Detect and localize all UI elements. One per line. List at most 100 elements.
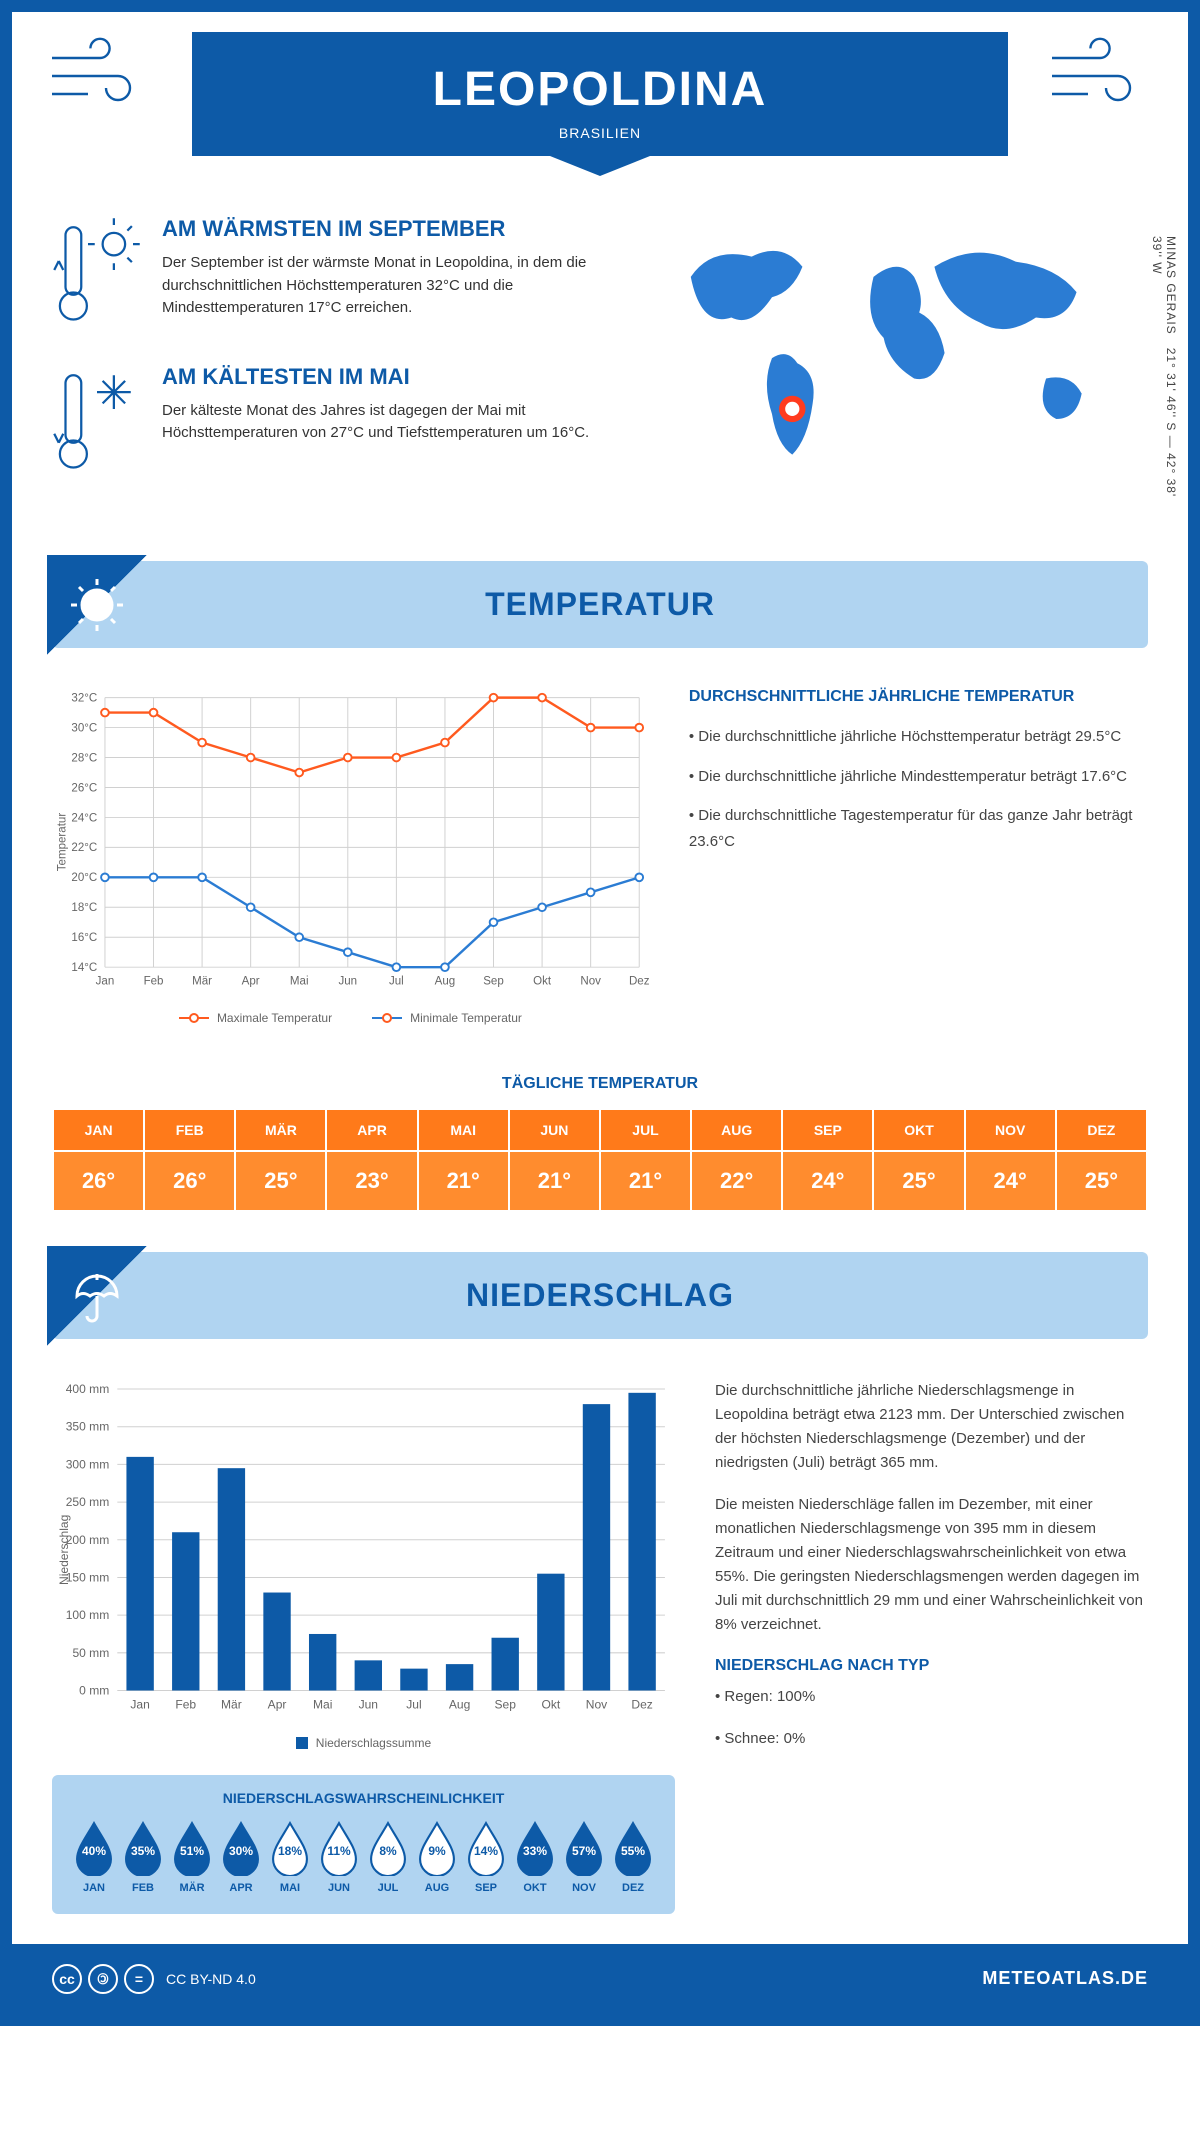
daily-temp-cell: 26° [144, 1151, 235, 1211]
daily-month-header: JAN [53, 1109, 144, 1151]
probability-drop: 57%NOV [562, 1821, 606, 1894]
daily-temp-cell: 21° [600, 1151, 691, 1211]
svg-text:Jun: Jun [338, 976, 357, 988]
svg-text:Jul: Jul [389, 976, 404, 988]
section-temperature: TEMPERATUR [52, 561, 1148, 648]
daily-month-header: MAI [418, 1109, 509, 1151]
temperature-line-chart: 14°C16°C18°C20°C22°C24°C26°C28°C30°C32°C… [52, 688, 649, 996]
thermometer-snow-icon [52, 364, 142, 482]
svg-text:Apr: Apr [268, 1698, 287, 1712]
svg-text:Mär: Mär [192, 976, 212, 988]
svg-text:200 mm: 200 mm [66, 1533, 110, 1547]
brand-name: METEOATLAS.DE [982, 1968, 1148, 1989]
probability-drop: 30%APR [219, 1821, 263, 1894]
precipitation-bar-chart: 0 mm50 mm100 mm150 mm200 mm250 mm300 mm3… [52, 1379, 675, 1721]
svg-text:24°C: 24°C [71, 812, 97, 824]
svg-text:50 mm: 50 mm [72, 1646, 109, 1660]
svg-text:Jun: Jun [359, 1698, 378, 1712]
svg-text:20°C: 20°C [71, 872, 97, 884]
svg-text:22°C: 22°C [71, 842, 97, 854]
warmest-text: Der September ist der wärmste Monat in L… [162, 252, 610, 320]
daily-month-header: NOV [965, 1109, 1056, 1151]
precip-type-title: NIEDERSCHLAG NACH TYP [715, 1657, 1148, 1675]
coordinates: MINAS GERAIS 21° 31' 46'' S — 42° 38' 39… [1150, 236, 1178, 511]
wind-icon-right [1040, 30, 1160, 115]
daily-temp-table: JANFEBMÄRAPRMAIJUNJULAUGSEPOKTNOVDEZ26°2… [52, 1108, 1148, 1212]
svg-text:250 mm: 250 mm [66, 1495, 110, 1509]
svg-text:Sep: Sep [494, 1698, 516, 1712]
daily-month-header: SEP [782, 1109, 873, 1151]
temp-chart-legend: .legend-line:nth-child(1)::after{border-… [52, 1011, 649, 1025]
svg-text:26°C: 26°C [71, 782, 97, 794]
probability-drop: 18%MAI [268, 1821, 312, 1894]
daily-temp-title: TÄGLICHE TEMPERATUR [12, 1075, 1188, 1093]
precip-paragraph-2: Die meisten Niederschläge fallen im Deze… [715, 1493, 1148, 1637]
probability-drop: 40%JAN [72, 1821, 116, 1894]
svg-text:Dez: Dez [629, 976, 649, 988]
probability-drop: 51%MÄR [170, 1821, 214, 1894]
probability-drop: 9%AUG [415, 1821, 459, 1894]
daily-month-header: MÄR [235, 1109, 326, 1151]
svg-text:Jul: Jul [406, 1698, 421, 1712]
daily-temp-cell: 23° [326, 1151, 417, 1211]
coldest-fact: AM KÄLTESTEN IM MAI Der kälteste Monat d… [52, 364, 610, 482]
coldest-text: Der kälteste Monat des Jahres ist dagege… [162, 400, 610, 445]
probability-drop: 35%FEB [121, 1821, 165, 1894]
daily-month-header: JUL [600, 1109, 691, 1151]
license-text: CC BY-ND 4.0 [166, 1971, 256, 1987]
precip-paragraph-1: Die durchschnittliche jährliche Niedersc… [715, 1379, 1148, 1475]
world-map [640, 216, 1148, 475]
daily-temp-cell: 26° [53, 1151, 144, 1211]
svg-text:Aug: Aug [449, 1698, 470, 1712]
svg-text:28°C: 28°C [71, 752, 97, 764]
daily-month-header: JUN [509, 1109, 600, 1151]
daily-month-header: APR [326, 1109, 417, 1151]
svg-text:Feb: Feb [144, 976, 164, 988]
daily-month-header: DEZ [1056, 1109, 1147, 1151]
city-title: LEOPOLDINA [192, 62, 1008, 117]
daily-month-header: FEB [144, 1109, 235, 1151]
wind-icon-left [40, 30, 160, 115]
temp-bullet-3: • Die durchschnittliche Tagestemperatur … [689, 803, 1148, 854]
svg-text:Nov: Nov [580, 976, 601, 988]
daily-temp-cell: 22° [691, 1151, 782, 1211]
svg-text:Dez: Dez [631, 1698, 652, 1712]
sun-icon [47, 555, 147, 655]
daily-temp-cell: 25° [1056, 1151, 1147, 1211]
intro-section: AM WÄRMSTEN IM SEPTEMBER Der September i… [12, 196, 1188, 541]
svg-text:350 mm: 350 mm [66, 1420, 110, 1434]
svg-text:Sep: Sep [483, 976, 504, 988]
daily-temp-cell: 24° [782, 1151, 873, 1211]
temp-bullet-1: • Die durchschnittliche jährliche Höchst… [689, 724, 1148, 750]
svg-text:32°C: 32°C [71, 692, 97, 704]
probability-drop: 33%OKT [513, 1821, 557, 1894]
daily-temp-cell: 21° [509, 1151, 600, 1211]
svg-text:100 mm: 100 mm [66, 1608, 110, 1622]
svg-text:16°C: 16°C [71, 932, 97, 944]
svg-text:Niederschlag: Niederschlag [57, 1515, 71, 1585]
page-footer: cc🄯= CC BY-ND 4.0 METEOATLAS.DE [12, 1944, 1188, 2014]
svg-text:Okt: Okt [541, 1698, 560, 1712]
thermometer-sun-icon [52, 216, 142, 334]
probability-drop: 11%JUN [317, 1821, 361, 1894]
svg-text:Mär: Mär [221, 1698, 242, 1712]
svg-text:Nov: Nov [586, 1698, 607, 1712]
daily-month-header: AUG [691, 1109, 782, 1151]
precip-legend: Niederschlagssumme [52, 1736, 675, 1750]
precip-type-snow: • Schnee: 0% [715, 1727, 1148, 1751]
warmest-fact: AM WÄRMSTEN IM SEPTEMBER Der September i… [52, 216, 610, 334]
warmest-title: AM WÄRMSTEN IM SEPTEMBER [162, 216, 610, 242]
probability-drop: 55%DEZ [611, 1821, 655, 1894]
svg-text:Temperatur: Temperatur [56, 813, 68, 872]
daily-temp-cell: 25° [235, 1151, 326, 1211]
svg-text:30°C: 30°C [71, 722, 97, 734]
probability-drop: 14%SEP [464, 1821, 508, 1894]
precip-type-rain: • Regen: 100% [715, 1685, 1148, 1709]
svg-text:Mai: Mai [313, 1698, 332, 1712]
svg-text:300 mm: 300 mm [66, 1457, 110, 1471]
country-subtitle: BRASILIEN [192, 125, 1008, 141]
daily-month-header: OKT [873, 1109, 964, 1151]
svg-text:Jan: Jan [96, 976, 115, 988]
svg-text:0 mm: 0 mm [79, 1684, 109, 1698]
probability-drop: 8%JUL [366, 1821, 410, 1894]
